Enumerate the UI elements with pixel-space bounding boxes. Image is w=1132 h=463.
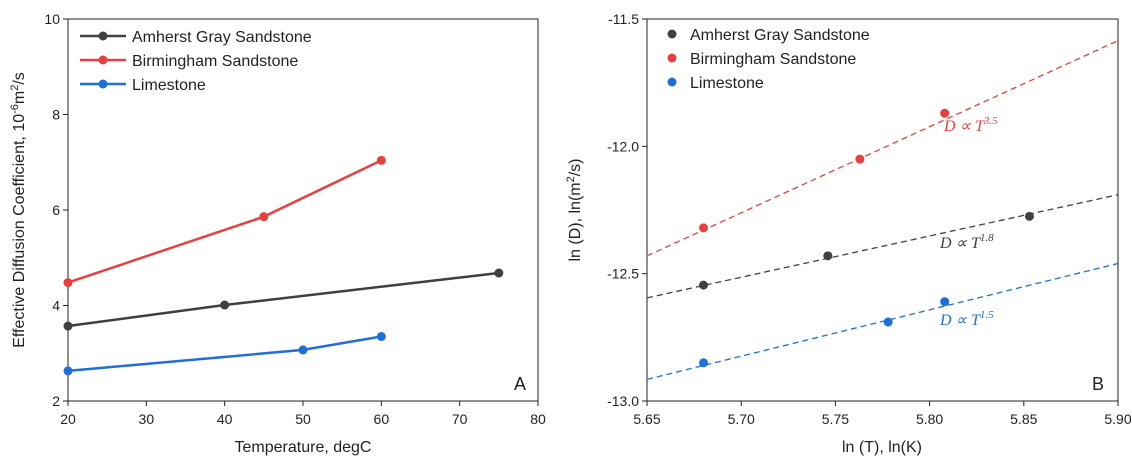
a-legend-marker-limestone: [98, 79, 108, 89]
b-legend-marker-amherst-gray-sandstone: [667, 29, 677, 39]
a-y-tick-label: 6: [52, 202, 60, 218]
b-annotation-limestone: D ∝ T1.5: [939, 309, 994, 329]
panel-a-chart: 20 30 40 50 60 70 80 2 4 6 8 10 Amherst Gray Sandst…: [9, 11, 546, 456]
b-x-tick-label: 5.65: [633, 411, 660, 427]
a-point-limestone: [298, 345, 308, 355]
b-point-birmingham-sandstone: [940, 108, 950, 118]
a-legend-label-limestone: Limestone: [132, 77, 206, 94]
a-x-tick-label: 70: [452, 411, 468, 427]
panel-b-chart: 5.65 5.70 5.75 5.80 5.85 5.90 -13.0 -12.5 -12.0 -…: [565, 11, 1132, 456]
a-point-birmingham-sandstone: [63, 278, 73, 288]
b-y-tick-label: -13.0: [607, 393, 639, 409]
a-series-line-limestone: [67, 335, 382, 373]
a-point-limestone: [376, 332, 386, 342]
b-legend-marker-birmingham-sandstone: [667, 53, 677, 63]
a-legend-label-amherst-gray-sandstone: Amherst Gray Sandstone: [132, 29, 312, 46]
b-point-amherst-gray-sandstone: [823, 251, 833, 261]
b-x-tick-label: 5.75: [822, 411, 849, 427]
panel-b-plot-frame: [646, 18, 1119, 402]
panel-a-series: [63, 155, 504, 376]
b-legend-label-birmingham-sandstone: Birmingham Sandstone: [690, 51, 856, 68]
b-fit-line-amherst-gray-sandstone: [646, 194, 1119, 299]
b-annotation-birmingham-sandstone: D ∝ T3.5: [943, 115, 998, 135]
annotation-exponent: 3.5: [983, 115, 998, 127]
a-y-tick-label: 4: [52, 298, 60, 314]
b-point-limestone: [883, 317, 893, 327]
b-point-amherst-gray-sandstone: [699, 280, 709, 290]
annotation-exponent: 1.8: [980, 232, 994, 244]
b-legend-label-amherst-gray-sandstone: Amherst Gray Sandstone: [690, 27, 870, 44]
a-x-tick-label: 80: [530, 411, 546, 427]
b-point-limestone: [940, 297, 950, 307]
a-series-line-amherst-gray-sandstone: [67, 271, 499, 328]
panel-b-label: B: [1092, 374, 1104, 394]
a-series-line-birmingham-sandstone: [67, 159, 382, 284]
a-legend-marker-birmingham-sandstone: [98, 55, 108, 65]
panel-b-ticks: 5.65 5.70 5.75 5.80 5.85 5.90 -13.0 -12.5 -12.0 -…: [607, 11, 1132, 427]
b-point-birmingham-sandstone: [699, 223, 709, 233]
a-point-amherst-gray-sandstone: [494, 268, 504, 278]
b-x-tick-label: 5.85: [1010, 411, 1037, 427]
b-y-tick-label: -12.0: [607, 138, 639, 154]
b-point-limestone: [699, 358, 709, 368]
a-point-amherst-gray-sandstone: [220, 300, 230, 310]
a-x-tick-label: 20: [60, 411, 76, 427]
panel-b-legend: Amherst Gray Sandstone Birmingham Sandsto…: [667, 27, 870, 92]
b-annotation-amherst-gray-sandstone: D ∝ T1.8: [939, 232, 994, 252]
panel-b-series: D ∝ T1.8D ∝ T3.5D ∝ T1.5: [646, 40, 1119, 380]
b-point-amherst-gray-sandstone: [1024, 211, 1034, 221]
annotation-exponent: 1.5: [980, 309, 994, 321]
panel-a-y-axis-label: Effective Diffusion Coefficient, 10-6m2/…: [9, 72, 28, 348]
panel-b-x-axis-label: ln (T), ln(K): [842, 439, 922, 456]
a-point-limestone: [63, 366, 73, 376]
annotation-base: D ∝ T: [939, 235, 981, 252]
b-y-tick-label: -11.5: [608, 11, 639, 27]
b-legend-label-limestone: Limestone: [690, 75, 764, 92]
b-point-birmingham-sandstone: [855, 154, 865, 164]
panel-a-label: A: [514, 374, 526, 394]
a-legend-label-birmingham-sandstone: Birmingham Sandstone: [132, 53, 298, 70]
a-point-birmingham-sandstone: [259, 212, 269, 222]
a-legend-marker-amherst-gray-sandstone: [98, 31, 108, 41]
a-y-tick-label: 8: [52, 107, 60, 123]
annotation-base: D ∝ T: [943, 118, 985, 135]
a-x-tick-label: 60: [374, 411, 390, 427]
a-x-tick-label: 30: [139, 411, 155, 427]
b-x-tick-label: 5.80: [916, 411, 943, 427]
b-y-tick-label: -12.5: [607, 266, 639, 282]
a-y-tick-label: 2: [52, 393, 60, 409]
a-x-tick-label: 50: [295, 411, 311, 427]
a-point-birmingham-sandstone: [376, 155, 386, 165]
b-legend-marker-limestone: [667, 77, 677, 87]
panel-a-ticks: 20 30 40 50 60 70 80 2 4 6 8 10: [44, 11, 546, 427]
a-point-amherst-gray-sandstone: [63, 321, 73, 331]
panel-a-x-axis-label: Temperature, degC: [235, 439, 372, 456]
b-x-tick-label: 5.70: [728, 411, 755, 427]
b-fit-line-birmingham-sandstone: [646, 40, 1119, 257]
a-x-tick-label: 40: [217, 411, 233, 427]
b-fit-line-limestone: [646, 262, 1119, 380]
a-y-tick-label: 10: [44, 11, 60, 27]
panel-a-legend: Amherst Gray Sandstone Birmingham Sandsto…: [80, 29, 312, 94]
panel-b-y-axis-label: ln (D), ln(m2/s): [565, 158, 584, 261]
annotation-base: D ∝ T: [939, 312, 981, 329]
b-x-tick-label: 5.90: [1104, 411, 1131, 427]
